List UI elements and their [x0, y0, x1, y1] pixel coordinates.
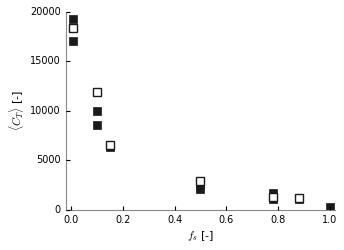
Y-axis label: $\langle C_T \rangle$ [-]: $\langle C_T \rangle$ [-] — [7, 90, 26, 131]
X-axis label: $f_s$ [-]: $f_s$ [-] — [187, 229, 214, 243]
